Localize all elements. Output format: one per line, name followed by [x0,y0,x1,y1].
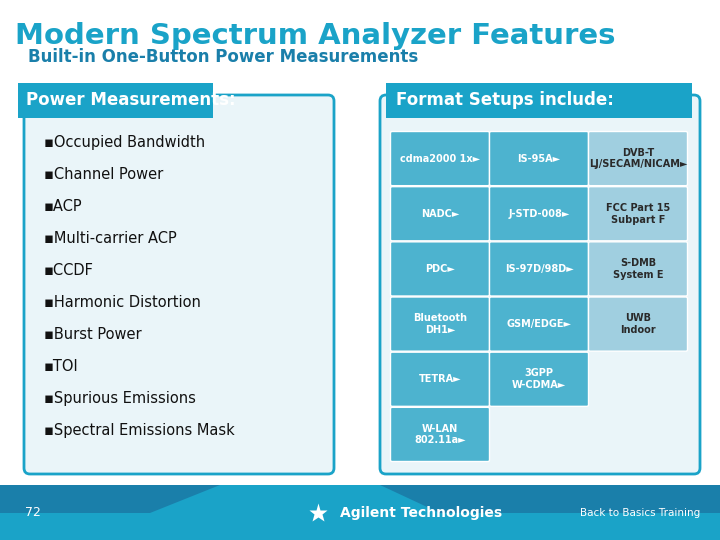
Text: Agilent Technologies: Agilent Technologies [340,505,502,519]
FancyBboxPatch shape [24,95,334,474]
FancyBboxPatch shape [490,242,588,296]
Text: IS-97D/98D►: IS-97D/98D► [505,264,573,274]
FancyBboxPatch shape [0,485,720,540]
Text: UWB
Indoor: UWB Indoor [620,313,656,335]
FancyBboxPatch shape [18,83,213,118]
Text: FCC Part 15
Subpart F: FCC Part 15 Subpart F [606,203,670,225]
FancyBboxPatch shape [390,187,490,241]
Text: ▪CCDF: ▪CCDF [44,263,94,278]
Text: Format Setups include:: Format Setups include: [396,91,614,109]
Text: ▪ACP: ▪ACP [44,199,83,214]
Text: Back to Basics Training: Back to Basics Training [580,508,700,517]
FancyBboxPatch shape [490,132,588,186]
Text: Built-in One-Button Power Measurements: Built-in One-Button Power Measurements [28,48,418,66]
Text: GSM/EDGE►: GSM/EDGE► [506,319,572,329]
FancyBboxPatch shape [390,242,490,296]
Text: ▪TOI: ▪TOI [44,359,78,374]
FancyBboxPatch shape [588,132,688,186]
Text: 72: 72 [25,506,41,519]
Text: PDC►: PDC► [425,264,455,274]
Text: Modern Spectrum Analyzer Features: Modern Spectrum Analyzer Features [15,22,616,50]
Text: ▪Burst Power: ▪Burst Power [44,327,142,342]
Text: W-LAN
802.11a►: W-LAN 802.11a► [414,423,466,445]
FancyBboxPatch shape [588,187,688,241]
Text: ▪Channel Power: ▪Channel Power [44,167,163,182]
FancyBboxPatch shape [588,297,688,351]
FancyBboxPatch shape [390,407,490,462]
Text: S-DMB
System E: S-DMB System E [613,258,663,280]
Text: cdma2000 1x►: cdma2000 1x► [400,153,480,164]
Text: TETRA►: TETRA► [419,374,462,384]
FancyBboxPatch shape [390,132,490,186]
Text: DVB-T
LJ/SECAM/NICAM►: DVB-T LJ/SECAM/NICAM► [589,148,687,170]
Text: NADC►: NADC► [420,209,459,219]
FancyBboxPatch shape [490,352,588,406]
FancyBboxPatch shape [490,187,588,241]
FancyBboxPatch shape [588,242,688,296]
FancyBboxPatch shape [390,352,490,406]
Text: IS-95A►: IS-95A► [518,153,561,164]
Text: ▪Occupied Bandwidth: ▪Occupied Bandwidth [44,135,205,150]
Text: 3GPP
W-CDMA►: 3GPP W-CDMA► [512,368,566,390]
Text: ▪Spurious Emissions: ▪Spurious Emissions [44,391,196,406]
FancyBboxPatch shape [490,297,588,351]
Polygon shape [380,485,720,513]
Polygon shape [0,485,220,513]
FancyBboxPatch shape [390,297,490,351]
Text: Power Measurements:: Power Measurements: [26,91,235,109]
Text: Bluetooth
DH1►: Bluetooth DH1► [413,313,467,335]
Text: ▪Spectral Emissions Mask: ▪Spectral Emissions Mask [44,423,235,438]
FancyBboxPatch shape [386,83,692,118]
Text: ▪Harmonic Distortion: ▪Harmonic Distortion [44,295,201,310]
Text: J-STD-008►: J-STD-008► [508,209,570,219]
Text: ▪Multi-carrier ACP: ▪Multi-carrier ACP [44,231,176,246]
FancyBboxPatch shape [380,95,700,474]
